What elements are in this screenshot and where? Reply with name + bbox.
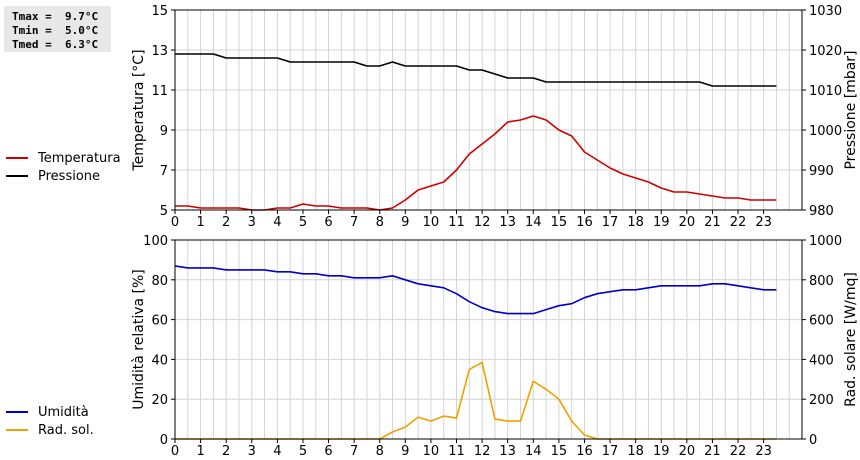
x-tick-label: 0 — [171, 444, 179, 459]
x-tick-label: 4 — [273, 215, 281, 230]
y-tick-label-left: 9 — [160, 124, 168, 139]
x-tick-label: 9 — [401, 215, 409, 230]
y-tick-label-right: 0 — [809, 433, 817, 448]
x-tick-label: 11 — [448, 215, 465, 230]
x-tick-label: 14 — [525, 444, 542, 459]
series-line-0-0 — [175, 115, 777, 211]
y-tick-label-right: 600 — [809, 314, 834, 329]
y-tick-label-right: 200 — [809, 393, 834, 408]
series-line-1-0 — [174, 265, 777, 315]
x-tick-label: 11 — [448, 444, 465, 459]
x-tick-label: 17 — [602, 215, 619, 230]
tmin-text: Tmin = 5.0°C — [12, 24, 99, 37]
x-tick-label: 14 — [525, 215, 542, 230]
x-tick-label: 17 — [602, 444, 619, 459]
y-tick-label-right: 980 — [809, 204, 834, 219]
y-tick-label-right: 1000 — [809, 124, 842, 139]
x-tick-label: 22 — [730, 215, 747, 230]
x-tick-label: 2 — [222, 215, 230, 230]
x-tick-label: 21 — [704, 444, 721, 459]
stats-box: Tmax = 9.7°C Tmin = 5.0°C Tmed = 6.3°C — [4, 6, 111, 52]
legend-label: Umidità — [38, 405, 89, 420]
x-tick-label: 22 — [730, 444, 747, 459]
y-tick-label-right: 1020 — [809, 44, 842, 59]
y-tick-label-left: 7 — [160, 164, 168, 179]
x-tick-label: 1 — [196, 444, 204, 459]
y-axis-label-right: Rad. solare [W/mq] — [843, 272, 859, 407]
x-tick-label: 2 — [222, 444, 230, 459]
x-tick-label: 3 — [248, 215, 256, 230]
y-tick-label-right: 990 — [809, 164, 834, 179]
x-tick-label: 0 — [171, 215, 179, 230]
y-tick-label-left: 40 — [151, 353, 168, 368]
x-tick-label: 10 — [423, 215, 440, 230]
plot-frame — [174, 9, 803, 211]
x-tick-label: 5 — [299, 215, 307, 230]
y-tick-label-left: 0 — [160, 433, 168, 448]
y-tick-label-left: 11 — [151, 84, 168, 99]
x-tick-label: 19 — [653, 215, 670, 230]
y-tick-label-right: 1030 — [809, 4, 842, 19]
y-axis-label-left: Temperatura [°C] — [131, 49, 147, 171]
x-tick-label: 8 — [376, 215, 384, 230]
x-tick-label: 18 — [627, 444, 644, 459]
y-axis-label-right: Pressione [mbar] — [843, 50, 859, 169]
x-tick-label: 4 — [273, 444, 281, 459]
x-tick-label: 21 — [704, 215, 721, 230]
y-tick-label-left: 20 — [151, 393, 168, 408]
y-tick-label-left: 15 — [151, 4, 168, 19]
y-tick-label-left: 5 — [160, 204, 168, 219]
x-tick-label: 15 — [551, 215, 568, 230]
x-tick-label: 23 — [755, 215, 772, 230]
x-tick-label: 1 — [196, 215, 204, 230]
x-tick-label: 15 — [551, 444, 568, 459]
x-tick-label: 16 — [576, 444, 593, 459]
x-tick-label: 3 — [248, 444, 256, 459]
tmed-text: Tmed = 6.3°C — [12, 38, 99, 51]
x-tick-label: 13 — [499, 215, 516, 230]
y-tick-label-right: 1000 — [809, 234, 842, 249]
x-tick-label: 5 — [299, 444, 307, 459]
x-tick-label: 20 — [679, 444, 696, 459]
x-tick-label: 16 — [576, 215, 593, 230]
x-tick-label: 6 — [324, 215, 332, 230]
x-tick-label: 8 — [376, 444, 384, 459]
tmax-text: Tmax = 9.7°C — [12, 10, 99, 23]
y-tick-label-left: 13 — [151, 44, 168, 59]
x-tick-label: 18 — [627, 215, 644, 230]
x-tick-label: 7 — [350, 215, 358, 230]
y-tick-label-left: 100 — [143, 234, 168, 249]
x-tick-label: 13 — [499, 444, 516, 459]
x-tick-label: 10 — [423, 444, 440, 459]
legend-label: Pressione — [38, 169, 100, 184]
legend-label: Temperatura — [37, 151, 121, 166]
y-tick-label-right: 1010 — [809, 84, 842, 99]
series-line-0-1 — [175, 53, 777, 87]
y-axis-label-left: Umidità relativa [%] — [131, 269, 147, 410]
x-tick-label: 12 — [474, 444, 491, 459]
x-tick-label: 20 — [679, 215, 696, 230]
x-tick-label: 6 — [324, 444, 332, 459]
y-tick-label-left: 60 — [151, 314, 168, 329]
x-tick-label: 7 — [350, 444, 358, 459]
x-tick-label: 19 — [653, 444, 670, 459]
y-tick-label-left: 80 — [151, 274, 168, 289]
legend-label: Rad. sol. — [38, 423, 94, 438]
plot-frame — [174, 239, 803, 440]
x-tick-label: 23 — [755, 444, 772, 459]
y-tick-label-right: 800 — [809, 274, 834, 289]
x-tick-label: 9 — [401, 444, 409, 459]
x-tick-label: 12 — [474, 215, 491, 230]
series-line-1-1 — [175, 361, 777, 440]
y-tick-label-right: 400 — [809, 353, 834, 368]
